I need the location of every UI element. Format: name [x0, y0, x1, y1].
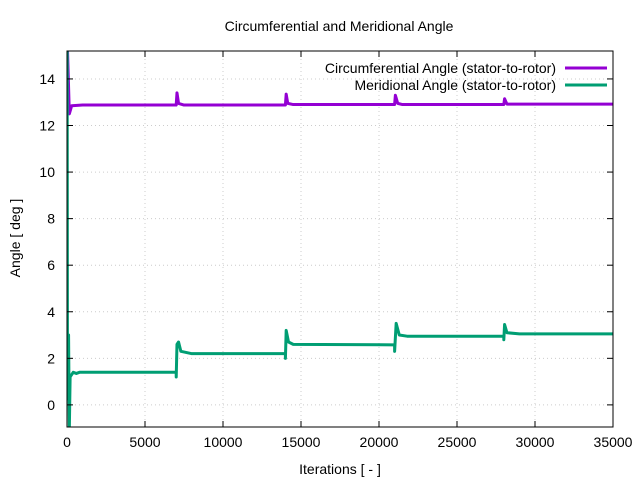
x-tick-label: 10000 [204, 434, 243, 450]
x-tick-label: 35000 [594, 434, 633, 450]
y-tick-label: 12 [39, 118, 55, 134]
y-tick-label: 6 [47, 257, 55, 273]
x-tick-label: 0 [63, 434, 71, 450]
y-axis-label: Angle [ deg ] [7, 199, 23, 278]
x-tick-label: 25000 [438, 434, 477, 450]
chart-title: Circumferential and Meridional Angle [225, 18, 454, 34]
plot-frame [66, 50, 614, 428]
y-tick-label: 4 [47, 304, 55, 320]
x-tick-label: 30000 [516, 434, 555, 450]
y-tick-label: 8 [47, 211, 55, 227]
series-line-meridional [67, 51, 613, 427]
y-tick-label: 10 [39, 164, 55, 180]
x-tick-label: 20000 [360, 434, 399, 450]
y-tick-label: 14 [39, 71, 55, 87]
series-line-circumferential [67, 51, 613, 116]
y-tick-label: 2 [47, 350, 55, 366]
y-tick-label: 0 [47, 397, 55, 413]
x-axis-label: Iterations [ - ] [299, 461, 381, 477]
x-tick-label: 5000 [129, 434, 160, 450]
x-tick-label: 15000 [282, 434, 321, 450]
legend-label: Meridional Angle (stator-to-rotor) [354, 77, 556, 93]
legend-label: Circumferential Angle (stator-to-rotor) [325, 60, 556, 76]
